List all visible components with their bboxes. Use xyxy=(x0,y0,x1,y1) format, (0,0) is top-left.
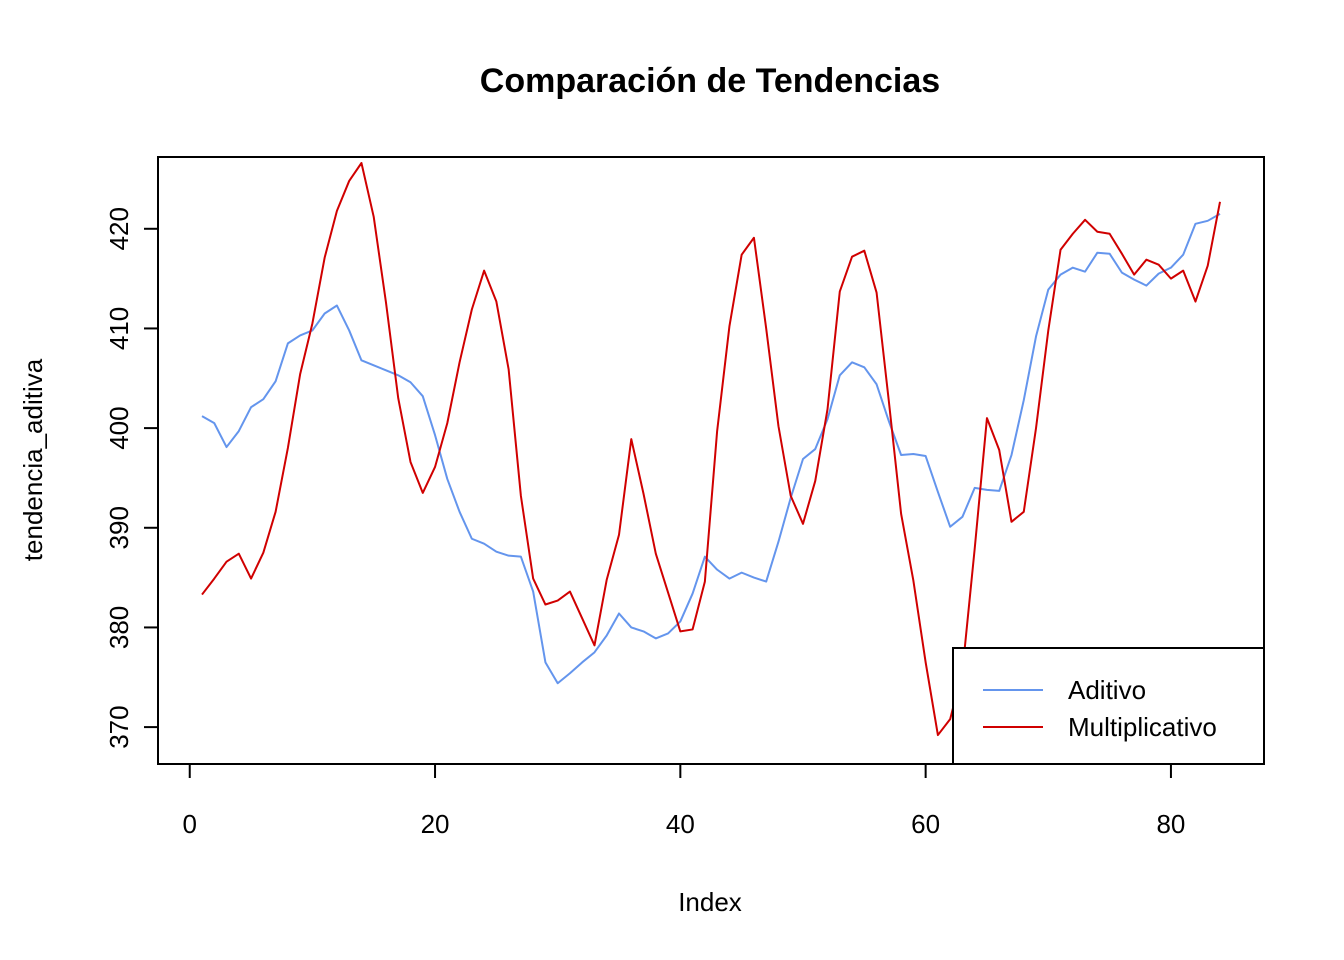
x-tick-label: 40 xyxy=(666,809,695,839)
series-layer xyxy=(201,162,1221,737)
legend: Aditivo Multiplicativo xyxy=(952,647,1265,765)
series-line-aditivo xyxy=(201,212,1221,685)
y-axis-label: tendencia_aditiva xyxy=(18,358,48,561)
legend-label-aditivo: Aditivo xyxy=(1068,675,1146,705)
y-tick-label: 400 xyxy=(104,406,134,449)
plot-area-frame xyxy=(157,156,1265,765)
y-tick-label: 380 xyxy=(104,606,134,649)
chart-title: Comparación de Tendencias xyxy=(480,62,940,100)
x-tick-label: 0 xyxy=(183,809,197,839)
y-tick-label: 410 xyxy=(104,307,134,350)
series-line-multiplicativo xyxy=(201,162,1221,737)
y-axis: 370 380 390 400 410 420 xyxy=(104,207,159,749)
x-axis-label: Index xyxy=(678,887,742,917)
y-tick-label: 370 xyxy=(104,705,134,748)
x-tick-label: 80 xyxy=(1156,809,1185,839)
x-axis: 0 20 40 60 80 xyxy=(183,763,1185,839)
y-tick-label: 390 xyxy=(104,506,134,549)
x-tick-label: 20 xyxy=(421,809,450,839)
y-tick-label: 420 xyxy=(104,207,134,250)
x-tick-label: 60 xyxy=(911,809,940,839)
legend-label-multiplicativo: Multiplicativo xyxy=(1068,712,1217,742)
legend-box xyxy=(952,647,1265,765)
